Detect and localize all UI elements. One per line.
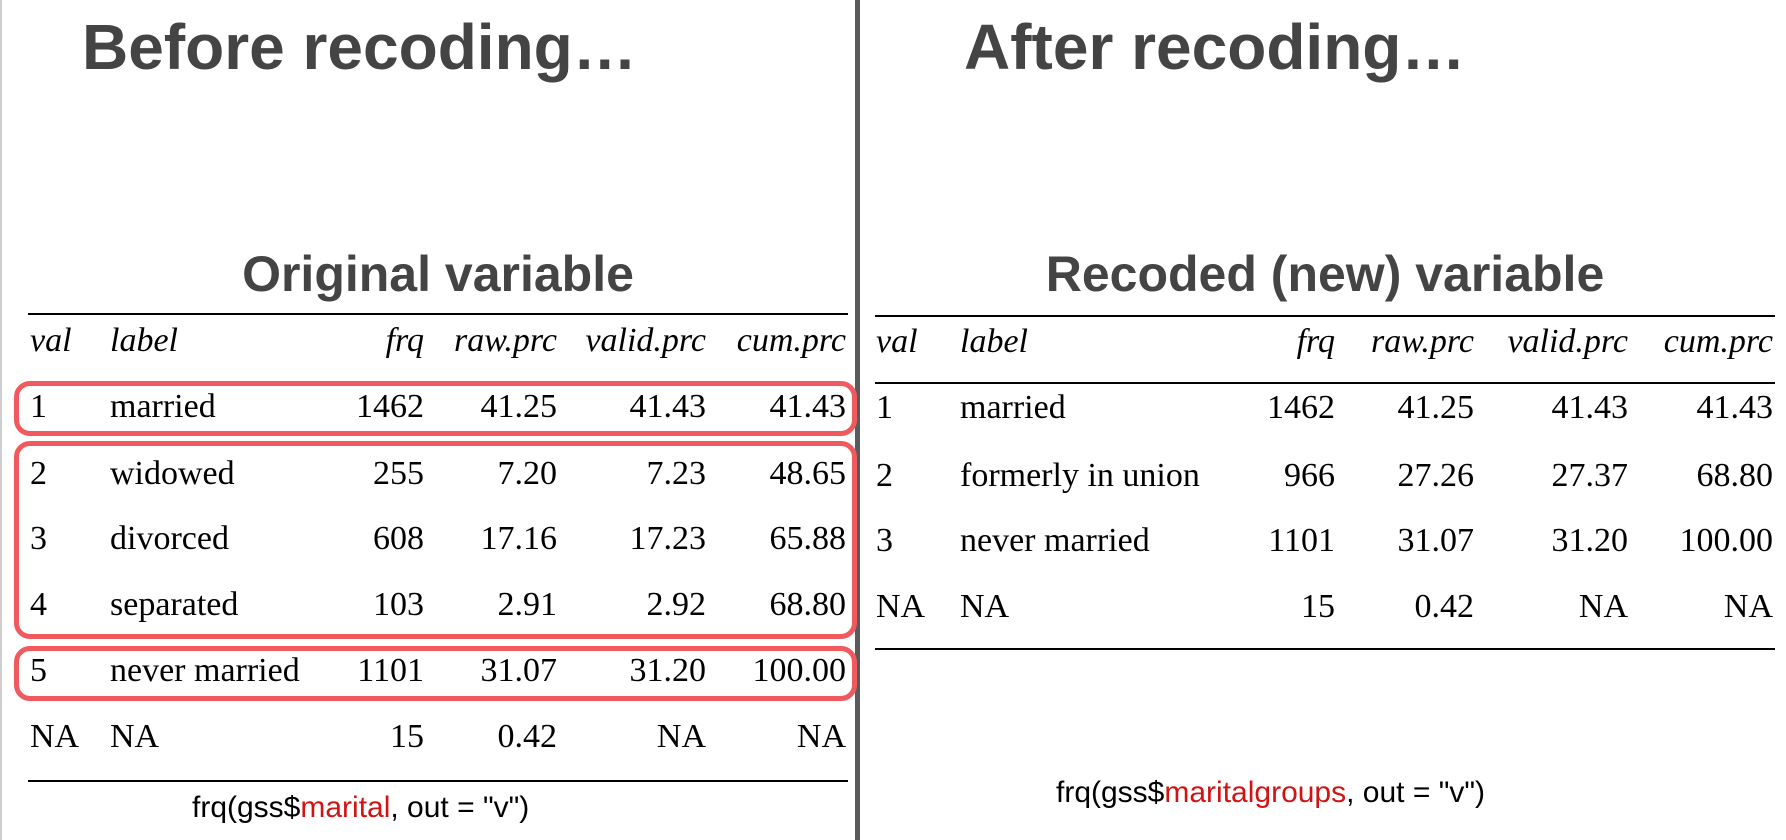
table-cell-cum-prc: 68.80 — [769, 586, 847, 623]
table-cell-val: 3 — [30, 520, 47, 557]
table-cell-val: 1 — [30, 388, 47, 425]
table-top-rule — [875, 315, 1775, 317]
table-cell-cum-prc: NA — [1723, 588, 1773, 625]
table-bottom-rule — [875, 648, 1775, 650]
table-cell-val: NA — [30, 718, 80, 755]
code-variable: maritalgroups — [1164, 776, 1347, 809]
column-header-raw-prc: raw.prc — [454, 322, 557, 359]
table-cell-val: 1 — [876, 389, 893, 426]
table-cell-cum-prc: 48.65 — [769, 455, 847, 492]
table-cell-frq: 966 — [1284, 457, 1335, 494]
table-cell-raw-prc: 0.42 — [1414, 588, 1475, 625]
recoded-variable-title: Recoded (new) variable — [1045, 246, 1605, 302]
table-cell-frq: 255 — [373, 455, 424, 492]
code-prefix: frq(gss$ — [1056, 776, 1165, 809]
table-cell-label: divorced — [110, 520, 229, 557]
table-cell-valid-prc: 7.23 — [646, 455, 707, 492]
highlight-former-union-group — [14, 441, 857, 639]
column-header-frq: frq — [1296, 323, 1335, 360]
table-cell-cum-prc: 68.80 — [1696, 457, 1774, 494]
original-variable-title: Original variable — [242, 246, 634, 302]
table-cell-label: formerly in union — [960, 457, 1200, 494]
table-cell-valid-prc: 31.20 — [629, 652, 707, 689]
table-cell-cum-prc: NA — [796, 718, 846, 755]
table-cell-frq: 15 — [1301, 588, 1335, 625]
table-header-rule — [875, 382, 1775, 384]
table-cell-val: 2 — [30, 455, 47, 492]
table-cell-raw-prc: 27.26 — [1397, 457, 1475, 494]
table-cell-valid-prc: 17.23 — [629, 520, 707, 557]
column-header-label: label — [110, 322, 178, 359]
table-cell-label: widowed — [110, 455, 235, 492]
table-cell-raw-prc: 0.42 — [497, 718, 558, 755]
highlight-married — [14, 381, 857, 436]
table-top-rule — [28, 313, 848, 315]
column-header-valid-prc: valid.prc — [585, 322, 706, 359]
table-cell-val: 3 — [876, 522, 893, 559]
table-cell-raw-prc: 7.20 — [497, 455, 558, 492]
code-prefix: frq(gss$ — [192, 791, 301, 824]
table-cell-label: married — [960, 389, 1066, 426]
column-header-label: label — [960, 323, 1028, 360]
table-cell-label: NA — [960, 588, 1010, 625]
table-cell-label: married — [110, 388, 216, 425]
column-header-frq: frq — [385, 322, 424, 359]
table-cell-valid-prc: NA — [1578, 588, 1628, 625]
code-variable: marital — [300, 791, 391, 824]
table-cell-valid-prc: 41.43 — [629, 388, 707, 425]
highlight-never-married — [14, 646, 857, 701]
table-cell-frq: 1101 — [357, 652, 424, 689]
table-cell-raw-prc: 31.07 — [480, 652, 558, 689]
table-cell-frq: 1101 — [1268, 522, 1335, 559]
table-cell-frq: 1462 — [1267, 389, 1335, 426]
table-cell-cum-prc: 65.88 — [769, 520, 847, 557]
table-cell-label: never married — [110, 652, 300, 689]
column-header-val: val — [30, 322, 72, 359]
table-cell-valid-prc: 31.20 — [1551, 522, 1629, 559]
table-cell-label: separated — [110, 586, 239, 623]
after-heading: After recoding… — [964, 11, 1466, 83]
column-header-raw-prc: raw.prc — [1371, 323, 1474, 360]
panel-divider — [855, 0, 860, 840]
table-cell-valid-prc: NA — [656, 718, 706, 755]
before-heading: Before recoding… — [82, 11, 637, 83]
table-bottom-rule — [28, 780, 848, 782]
table-cell-valid-prc: 27.37 — [1551, 457, 1629, 494]
column-header-cum-prc: cum.prc — [1663, 323, 1773, 360]
table-cell-raw-prc: 2.91 — [497, 586, 558, 623]
column-header-val: val — [876, 323, 918, 360]
table-cell-raw-prc: 31.07 — [1397, 522, 1475, 559]
column-header-cum-prc: cum.prc — [736, 322, 846, 359]
table-cell-valid-prc: 2.92 — [646, 586, 707, 623]
table-cell-raw-prc: 41.25 — [480, 388, 558, 425]
table-cell-valid-prc: 41.43 — [1551, 389, 1629, 426]
table-cell-cum-prc: 100.00 — [752, 652, 847, 689]
table-cell-label: NA — [110, 718, 160, 755]
original-code-line: frq(gss$marital, out = "v") — [192, 791, 529, 825]
recoded-code-line: frq(gss$maritalgroups, out = "v") — [1056, 776, 1485, 810]
table-cell-val: 5 — [30, 652, 47, 689]
table-cell-cum-prc: 41.43 — [1696, 389, 1774, 426]
table-cell-raw-prc: 41.25 — [1397, 389, 1475, 426]
table-cell-frq: 103 — [373, 586, 424, 623]
table-cell-cum-prc: 100.00 — [1679, 522, 1774, 559]
table-cell-frq: 1462 — [356, 388, 424, 425]
table-cell-val: 2 — [876, 457, 893, 494]
table-cell-val: 4 — [30, 586, 47, 623]
code-suffix: , out = "v") — [1346, 776, 1485, 809]
table-cell-cum-prc: 41.43 — [769, 388, 847, 425]
left-border — [0, 0, 2, 840]
column-header-valid-prc: valid.prc — [1507, 323, 1628, 360]
code-suffix: , out = "v") — [390, 791, 530, 824]
table-cell-label: never married — [960, 522, 1150, 559]
table-cell-val: NA — [876, 588, 926, 625]
table-cell-frq: 608 — [373, 520, 424, 557]
table-cell-frq: 15 — [390, 718, 424, 755]
table-cell-raw-prc: 17.16 — [480, 520, 558, 557]
